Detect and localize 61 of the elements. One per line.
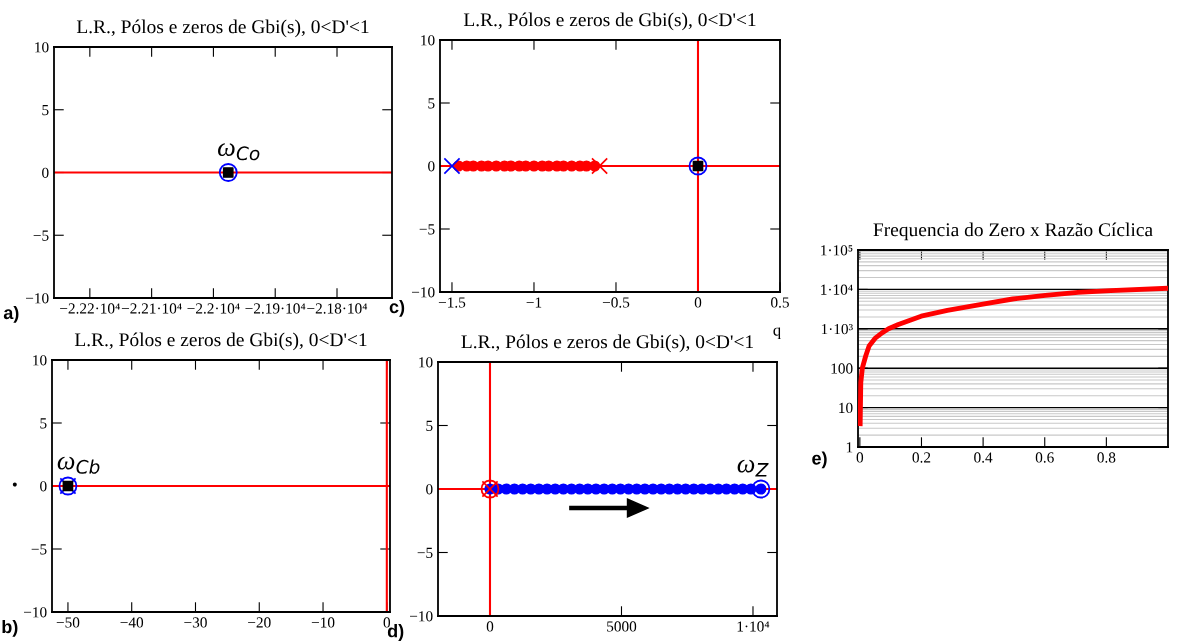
- chart-title: L.R., Pólos e zeros de Gbi(s), 0<D'<1: [74, 332, 367, 351]
- y-tick-label: 1·10³: [821, 323, 853, 335]
- x-tick-label: 0.2: [912, 452, 931, 463]
- y-tick-label: 0: [42, 167, 49, 178]
- y-tick-label: −5: [419, 224, 435, 235]
- y-tick-label: −5: [31, 544, 47, 555]
- text: •: [12, 482, 17, 487]
- y-tick-label: 0: [40, 481, 47, 492]
- y-tick-label: 0: [428, 161, 435, 172]
- y-tick-label: 5: [428, 98, 435, 109]
- text: a): [3, 305, 19, 323]
- text: b): [2, 619, 18, 637]
- y-tick-label: 0: [426, 484, 433, 495]
- x-tick-label: −30: [184, 617, 207, 628]
- x-tick-label: −1.5: [438, 297, 466, 308]
- x-tick-label: 0: [694, 297, 702, 308]
- y-tick-label: 10: [419, 357, 433, 368]
- y-tick-label: −5: [417, 547, 433, 558]
- y-tick-label: 10: [421, 35, 435, 46]
- x-tick-label: −0.5: [602, 297, 630, 308]
- x-tick-label: 0: [856, 452, 864, 463]
- x-tick-label: 0.5: [771, 297, 789, 308]
- x-tick-label: −2.21·10⁴: [121, 303, 182, 314]
- y-tick-label: 1: [846, 442, 853, 453]
- x-tick-label: −2.19·10⁴: [245, 303, 306, 314]
- x-tick-label: −50: [56, 617, 80, 628]
- chart-title: Frequencia do Zero x Razão Cíclica: [873, 222, 1153, 241]
- x-tick-label: 0.8: [1097, 452, 1116, 463]
- text: c): [389, 299, 405, 317]
- x-tick-label: −40: [120, 617, 144, 628]
- x-tick-label: −2.18·10⁴: [307, 303, 368, 314]
- chart-title: L.R., Pólos e zeros de Gbi(s), 0<D'<1: [76, 19, 369, 38]
- y-tick-label: 10: [839, 402, 853, 414]
- x-tick-label: −2.2·10⁴: [187, 303, 240, 314]
- annotation: ω$_{Co}$: [218, 143, 260, 161]
- chart-title: L.R., Pólos e zeros de Gbi(s), 0<D'<1: [461, 334, 753, 353]
- y-tick-label: 5: [426, 420, 433, 431]
- x-tick-label: 0.6: [1035, 452, 1054, 463]
- x-tick-label: 0.4: [974, 452, 993, 463]
- y-tick-label: −5: [33, 230, 49, 241]
- y-tick-label: 1·10⁵: [821, 245, 853, 256]
- x-tick-label: −1: [526, 297, 542, 308]
- x-tick-label: 0: [486, 621, 494, 632]
- annotation: ω$_{Cb}$: [57, 456, 100, 474]
- y-tick-label: 5: [42, 105, 49, 116]
- y-tick-label: 100: [831, 363, 853, 374]
- x-tick-label: −20: [248, 617, 271, 628]
- annotation: ω$_{Z}$: [737, 459, 769, 477]
- y-tick-label: −10: [24, 607, 47, 618]
- x-tick-label: 1·10⁴: [737, 621, 770, 632]
- y-tick-label: 5: [40, 418, 47, 429]
- y-tick-label: 1·10⁴: [821, 284, 853, 295]
- text: e): [812, 451, 827, 469]
- y-tick-label: 10: [35, 42, 49, 53]
- y-tick-label: −10: [412, 287, 435, 298]
- x-tick-label: −2.22·10⁴: [60, 303, 120, 314]
- chart-title: L.R., Pólos e zeros de Gbi(s), 0<D'<1: [463, 12, 756, 31]
- x-tick-label: −10: [311, 617, 335, 628]
- y-tick-label: 10: [33, 355, 47, 366]
- x-tick-label: 5000: [607, 621, 637, 632]
- text: q: [773, 327, 781, 340]
